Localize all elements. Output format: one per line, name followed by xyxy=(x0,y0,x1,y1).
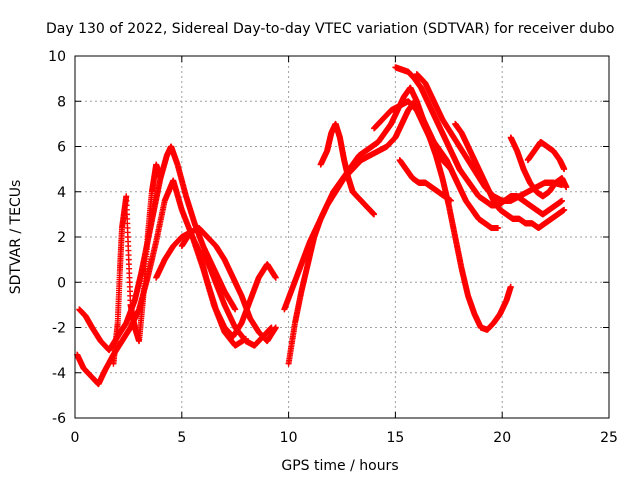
data-point xyxy=(232,306,239,313)
series-sat-d xyxy=(153,229,279,340)
data-point xyxy=(157,175,164,182)
series-sat-c xyxy=(110,161,164,367)
plot-area xyxy=(74,64,570,388)
series-sat-h xyxy=(281,98,501,313)
series-sat-l xyxy=(413,71,566,204)
